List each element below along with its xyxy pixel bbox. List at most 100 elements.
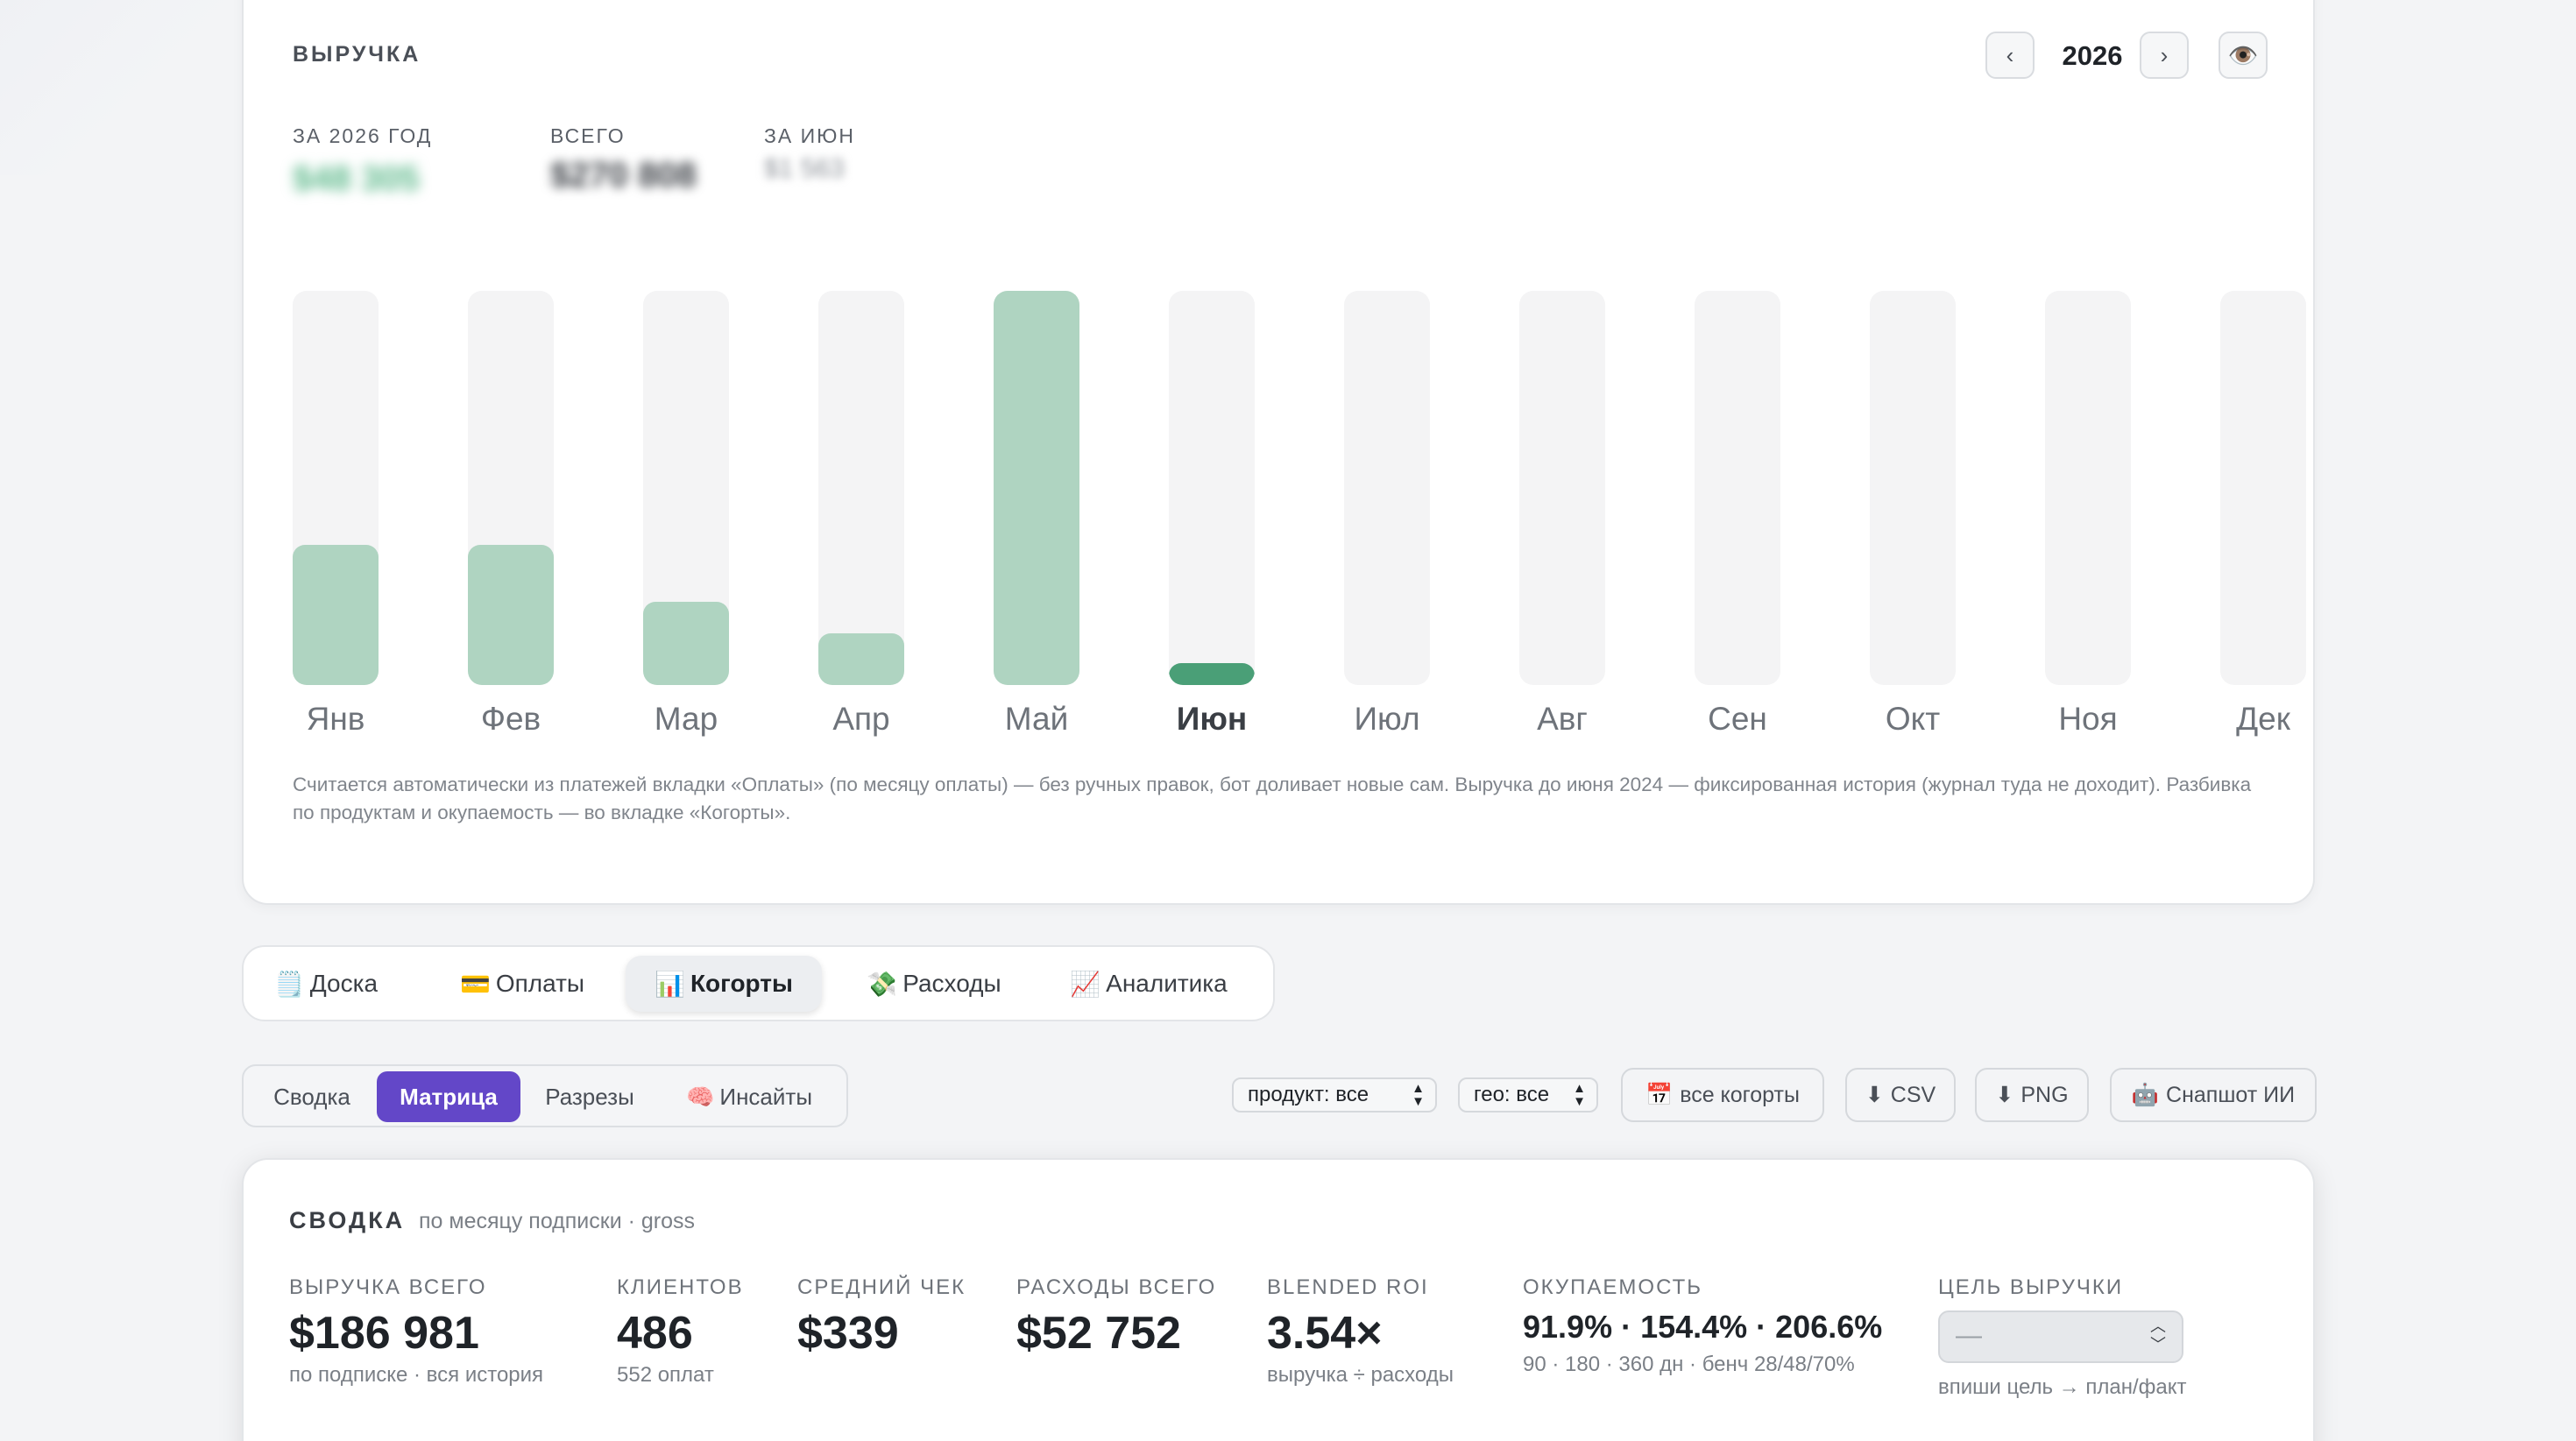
metric-average-check: СРЕДНИЙ ЧЕК $339	[797, 1275, 966, 1360]
metric-label: КЛИЕНТОВ	[617, 1275, 744, 1299]
revenue-card: ВЫРУЧКА ‹ 2026 › 👁️ ЗА 2026 ГОД $48 305 …	[242, 0, 2315, 905]
monthly-revenue-chart: Янв Фев Мар Апр Май Июн Июл Авг Сен Окт Ноя Дек	[293, 291, 2306, 764]
ai-snapshot-button[interactable]: 🤖 Снапшот ИИ	[2110, 1068, 2317, 1122]
metric-value: $339	[797, 1308, 899, 1359]
metric-value: $52 752	[1016, 1308, 1181, 1359]
tab-board-label: Доска	[309, 970, 379, 997]
month-label: Май	[1004, 701, 1069, 737]
stepper-arrows-icon[interactable]: ︿ ﹀	[2150, 1317, 2166, 1353]
metric-label: BLENDED ROI	[1267, 1275, 1429, 1299]
download-icon: ⬇	[1995, 1083, 2014, 1107]
bar[interactable]	[1169, 663, 1255, 685]
metric-note: 90 · 180 · 360 дн · бенч 28/48/70%	[1523, 1353, 1855, 1376]
privacy-toggle-button[interactable]: 👁️	[2219, 32, 2268, 79]
summary-subtitle: по месяцу подписки · gross	[419, 1209, 696, 1233]
calendar-icon: 📅	[1645, 1082, 1674, 1107]
view-tab-slices[interactable]: Разрезы	[526, 1071, 654, 1122]
metric-label: ОКУПАЕМОСТЬ	[1523, 1275, 1703, 1299]
month-label: Авг	[1537, 701, 1588, 737]
revenue-goal-input[interactable]: — ︿ ﹀	[1938, 1310, 2183, 1363]
metric-label: СРЕДНИЙ ЧЕК	[797, 1275, 966, 1299]
bar-track	[1169, 291, 1255, 685]
metric-note: по подписке · вся история	[289, 1363, 544, 1387]
money-wings-icon: 💸	[867, 970, 898, 998]
bar-track	[1695, 291, 1780, 685]
all-cohorts-label: все когорты	[1680, 1082, 1800, 1107]
view-tab-insights[interactable]: 🧠 Инсайты	[659, 1071, 839, 1122]
select-arrows-icon: ▲ ▼	[1573, 1081, 1586, 1109]
tab-analytics[interactable]: 📈 Аналитика	[1046, 956, 1251, 1012]
geo-select[interactable]: гео: все ▲ ▼	[1458, 1077, 1598, 1113]
png-export-button[interactable]: ⬇ PNG	[1975, 1068, 2089, 1122]
robot-icon: 🤖	[2131, 1082, 2160, 1107]
bar[interactable]	[293, 545, 379, 685]
bar[interactable]	[994, 291, 1079, 685]
bar-track	[1344, 291, 1430, 685]
month-label: Июн	[1176, 701, 1248, 737]
stat-month-label: ЗА ИЮН	[764, 124, 855, 147]
stat-year-label: ЗА 2026 ГОД	[293, 124, 433, 147]
metric-payback: ОКУПАЕМОСТЬ 91.9% · 154.4% · 206.6% 90 ·…	[1523, 1275, 1882, 1377]
view-tabs: Сводка Матрица Разрезы 🧠 Инсайты	[242, 1064, 848, 1127]
background-decoration	[0, 0, 228, 175]
png-label: PNG	[2020, 1082, 2069, 1107]
tab-board[interactable]: 🗒️ Доска	[265, 956, 387, 1012]
metric-label: ВЫРУЧКА ВСЕГО	[289, 1275, 487, 1299]
view-tab-summary[interactable]: Сводка	[252, 1071, 372, 1122]
view-tab-insights-label: Инсайты	[719, 1083, 812, 1110]
metric-revenue-total: ВЫРУЧКА ВСЕГО $186 981 по подписке · вся…	[289, 1275, 543, 1388]
view-tab-matrix-label: Матрица	[400, 1083, 498, 1110]
metric-value: 486	[617, 1308, 693, 1359]
next-year-button[interactable]: ›	[2140, 32, 2189, 79]
revenue-note: Считается автоматически из платежей вкла…	[293, 773, 2252, 823]
bar-track	[2045, 291, 2131, 685]
stat-month-value: $1 563	[764, 154, 845, 183]
bar-track	[1870, 291, 1956, 685]
all-cohorts-button[interactable]: 📅 все когорты	[1621, 1068, 1824, 1122]
bar-track	[468, 291, 554, 685]
tab-payments[interactable]: 💳 Оплаты	[450, 956, 594, 1012]
metric-value: $186 981	[289, 1308, 479, 1359]
bar[interactable]	[468, 545, 554, 685]
credit-card-icon: 💳	[459, 970, 491, 998]
metric-label: РАСХОДЫ ВСЕГО	[1016, 1275, 1217, 1299]
view-tab-matrix[interactable]: Матрица	[377, 1071, 520, 1122]
metric-note: 552 оплат	[617, 1363, 714, 1387]
csv-label: CSV	[1890, 1082, 1936, 1107]
stat-total-value: $270 808	[550, 156, 697, 194]
chevron-right-icon: ›	[2160, 41, 2169, 68]
bar-track	[1519, 291, 1605, 685]
geo-select-value: гео: все	[1474, 1083, 1550, 1106]
summary-title: СВОДКА	[289, 1207, 406, 1233]
bar[interactable]	[643, 602, 729, 685]
metric-value: 3.54×	[1267, 1308, 1383, 1359]
metric-note: впиши цель → план/факт	[1938, 1375, 2187, 1399]
year-label: 2026	[2062, 40, 2123, 71]
metric-clients: КЛИЕНТОВ 486 552 оплат	[617, 1275, 744, 1388]
bar[interactable]	[818, 633, 904, 685]
metric-blended-roi: BLENDED ROI 3.54× выручка ÷ расходы	[1267, 1275, 1454, 1388]
eye-icon: 👁️	[2227, 41, 2259, 69]
month-label: Ноя	[2058, 701, 2118, 737]
tab-cohorts-label: Когорты	[690, 970, 793, 997]
view-tab-slices-label: Разрезы	[545, 1083, 634, 1110]
bar-track	[994, 291, 1079, 685]
product-select-value: продукт: все	[1248, 1083, 1369, 1106]
bar-track	[818, 291, 904, 685]
metric-expenses-total: РАСХОДЫ ВСЕГО $52 752	[1016, 1275, 1216, 1360]
metric-label: ЦЕЛЬ ВЫРУЧКИ	[1938, 1275, 2124, 1299]
tab-cohorts[interactable]: 📊 Когорты	[626, 956, 822, 1012]
month-label: Окт	[1885, 701, 1941, 737]
tab-expenses[interactable]: 💸 Расходы	[853, 956, 1015, 1012]
metric-revenue-goal: ЦЕЛЬ ВЫРУЧКИ	[1938, 1275, 2123, 1300]
product-select[interactable]: продукт: все ▲ ▼	[1232, 1077, 1437, 1113]
bar-track	[643, 291, 729, 685]
main-tabs: 🗒️ Доска 💳 Оплаты 📊 Когорты 💸 Расходы 📈 …	[242, 945, 1275, 1021]
stat-total-label: ВСЕГО	[550, 124, 626, 147]
bar-track	[293, 291, 379, 685]
csv-export-button[interactable]: ⬇ CSV	[1845, 1068, 1956, 1122]
month-label: Мар	[654, 701, 718, 737]
previous-year-button[interactable]: ‹	[1985, 32, 2035, 79]
notepad-icon: 🗒️	[273, 970, 305, 998]
goal-input-value: —	[1956, 1321, 1982, 1350]
